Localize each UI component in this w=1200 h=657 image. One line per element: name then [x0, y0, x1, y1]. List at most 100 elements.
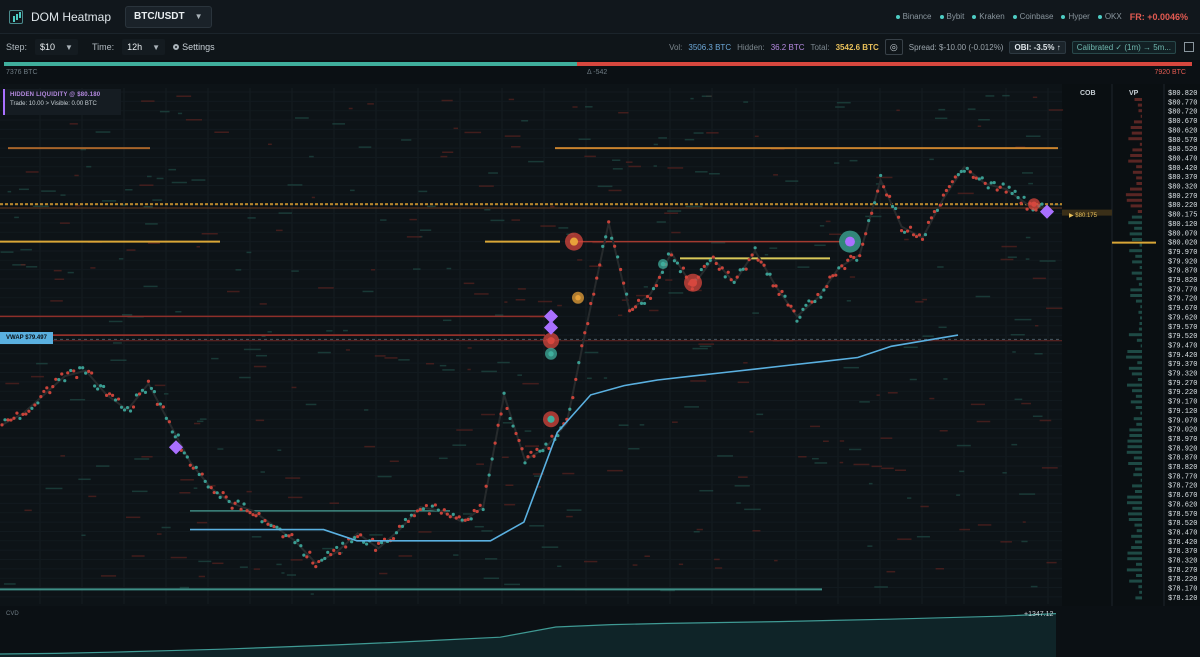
- heat-cell: [464, 131, 482, 134]
- funding-rate: FR: +0.0046%: [1129, 11, 1188, 22]
- heat-cell: [305, 403, 317, 406]
- heat-cell: [377, 475, 392, 478]
- heat-cell: [481, 370, 497, 373]
- vp-bar: [1131, 534, 1142, 538]
- heat-cell: [656, 221, 666, 223]
- vp-bar: [1126, 450, 1142, 454]
- heat-cell: [943, 378, 948, 380]
- heat-cell: [897, 538, 912, 540]
- heat-cell: [537, 300, 553, 303]
- heat-cell: [904, 238, 909, 241]
- vp-bar: [1125, 193, 1142, 197]
- heat-cell: [439, 364, 447, 367]
- vp-bar: [1130, 204, 1142, 208]
- heat-cell: [177, 112, 183, 115]
- heat-cell: [643, 286, 648, 288]
- trade-dot: [717, 267, 721, 271]
- heat-cell: [156, 177, 164, 180]
- trade-dot: [203, 479, 207, 483]
- trade-dot: [439, 511, 443, 515]
- trade-dot: [995, 188, 999, 192]
- heat-cell: [959, 528, 971, 531]
- heat-cell: [754, 135, 759, 138]
- exchange-item[interactable]: Kraken: [972, 12, 1005, 21]
- time-select[interactable]: 12h ▼: [122, 39, 166, 55]
- trade-dot: [547, 446, 551, 450]
- heat-cell: [235, 269, 242, 271]
- heat-cell: [922, 335, 934, 337]
- symbol-select[interactable]: BTC/USDT ▼: [125, 5, 212, 28]
- trade-dot: [654, 284, 659, 288]
- vp-bar: [1138, 282, 1142, 286]
- heat-cell: [636, 294, 650, 297]
- heat-cell: [843, 366, 859, 369]
- trade-dot: [619, 267, 623, 272]
- heat-cell: [474, 293, 489, 295]
- trade-dot: [415, 509, 420, 513]
- trade-dot: [905, 229, 910, 233]
- trade-dot: [947, 184, 951, 189]
- heat-cell: [108, 320, 123, 323]
- trade-dot: [445, 512, 449, 516]
- heat-cell: [41, 190, 56, 192]
- heat-cell: [572, 106, 578, 108]
- vp-bar: [1135, 299, 1142, 303]
- trade-dot: [430, 504, 434, 508]
- heat-cell: [1014, 318, 1032, 321]
- exchange-item[interactable]: OKX: [1097, 12, 1122, 21]
- vp-bar: [1135, 467, 1142, 471]
- heat-cell: [1002, 94, 1010, 97]
- heat-cell: [259, 303, 267, 305]
- exchange-item[interactable]: Bybit: [939, 12, 964, 21]
- heat-cell: [618, 111, 629, 114]
- trade-dot: [538, 449, 542, 453]
- trade-dot: [633, 305, 638, 309]
- heat-cell: [0, 251, 14, 253]
- trade-dot: [550, 434, 554, 438]
- vp-bar: [1131, 131, 1142, 135]
- trade-dot: [66, 371, 70, 375]
- vp-bar: [1137, 103, 1142, 107]
- heat-cell: [145, 223, 158, 225]
- heat-cell: [665, 279, 673, 281]
- heat-cell: [584, 560, 598, 563]
- trade-dot: [517, 438, 521, 443]
- trade-dot: [409, 513, 414, 517]
- exchange-item[interactable]: Hyper: [1061, 12, 1090, 21]
- step-select[interactable]: $10 ▼: [35, 39, 78, 55]
- heat-cell: [196, 521, 208, 524]
- time-label: Time:: [91, 42, 115, 52]
- trade-dot: [152, 390, 157, 394]
- heat-cell: [628, 448, 640, 450]
- heat-cell: [185, 119, 203, 121]
- heat-cell: [5, 382, 20, 385]
- exchange-item[interactable]: Coinbase: [1012, 12, 1053, 21]
- trade-dot: [308, 550, 312, 554]
- vp-bar: [1132, 484, 1142, 488]
- heat-cell: [764, 253, 769, 256]
- heat-cell: [260, 471, 265, 473]
- vp-bar: [1134, 226, 1142, 230]
- trade-dot: [466, 517, 470, 522]
- heat-cell: [291, 386, 297, 389]
- trade-dot: [1004, 190, 1008, 194]
- hidden-toggle-button[interactable]: ◎: [884, 39, 903, 55]
- settings-button[interactable]: Settings: [173, 42, 215, 52]
- vp-bar: [1140, 114, 1142, 118]
- heat-cell: [261, 335, 266, 337]
- heat-cell: [246, 251, 252, 254]
- heat-cell: [226, 290, 240, 293]
- trade-dot: [678, 270, 683, 274]
- fullscreen-icon[interactable]: [1184, 42, 1194, 52]
- heat-cell: [332, 123, 346, 125]
- trade-dot: [239, 507, 243, 511]
- price-axis-label: $78.170: [1168, 586, 1197, 594]
- trade-dot: [625, 292, 629, 296]
- heatmap-chart[interactable]: $80.820 $80.770 $80.720 $80.670 $80.620 $80.5…: [0, 84, 1200, 657]
- heat-cell: [239, 566, 248, 568]
- heat-cell: [474, 525, 484, 528]
- trade-dot: [30, 406, 34, 410]
- price-axis-label: $78.920: [1168, 445, 1197, 453]
- trade-dot: [63, 379, 67, 383]
- exchange-item[interactable]: Binance: [895, 12, 932, 21]
